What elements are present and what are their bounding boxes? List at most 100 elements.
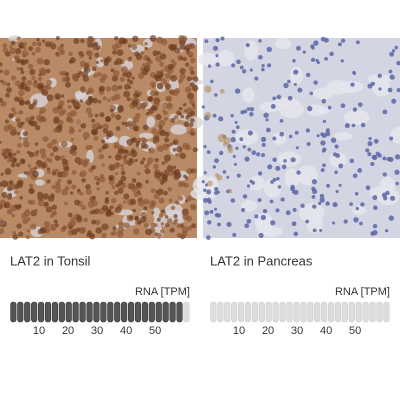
- rna-bar-empty: [376, 301, 383, 323]
- rna-bar-filled: [176, 301, 183, 323]
- stained-cell: [121, 121, 126, 126]
- stained-cell: [142, 124, 149, 131]
- rna-bar-filled: [155, 301, 162, 323]
- stained-cell: [83, 76, 89, 82]
- rna-bar-empty: [321, 301, 328, 323]
- stained-cell: [165, 96, 171, 102]
- stained-cell: [90, 209, 96, 215]
- stained-cell: [4, 168, 12, 176]
- stained-cell: [46, 179, 51, 184]
- stained-cell: [94, 41, 99, 46]
- stained-cell: [0, 204, 4, 210]
- stained-cell: [80, 204, 87, 211]
- nucleus: [231, 63, 236, 68]
- stained-cell: [6, 82, 11, 87]
- stained-cell: [111, 84, 119, 92]
- rna-bar-empty: [307, 301, 314, 323]
- stained-cell: [134, 89, 139, 94]
- stained-cell: [79, 191, 84, 196]
- nucleus: [310, 57, 316, 62]
- rna-bar-filled: [44, 301, 52, 323]
- nucleus: [242, 145, 246, 149]
- nucleus: [246, 218, 252, 224]
- nucleus: [261, 142, 266, 148]
- nucleus: [365, 148, 370, 153]
- nucleus: [334, 170, 338, 175]
- nucleus: [218, 150, 224, 156]
- stained-cell: [27, 63, 34, 70]
- brown-spot: [228, 188, 233, 194]
- stained-cell: [159, 86, 163, 90]
- nucleus: [319, 228, 323, 232]
- stained-cell: [182, 103, 187, 107]
- stained-cell: [154, 75, 162, 82]
- stained-cell: [45, 206, 53, 213]
- stained-cell: [179, 152, 186, 160]
- nucleus: [368, 136, 372, 141]
- stained-cell: [159, 129, 166, 137]
- nucleus: [396, 60, 400, 66]
- stained-cell: [188, 66, 194, 72]
- stained-cell: [160, 209, 166, 214]
- stained-cell: [51, 138, 58, 145]
- stained-cell: [16, 66, 20, 71]
- stained-cell: [103, 57, 109, 63]
- stained-cell: [55, 168, 59, 173]
- nucleus: [394, 45, 399, 50]
- stained-cell: [179, 67, 186, 75]
- x-tick-label: 10: [33, 325, 45, 337]
- nucleus: [267, 164, 273, 170]
- stained-cell: [187, 225, 193, 231]
- light-patch: [165, 203, 183, 218]
- nucleus: [216, 213, 222, 218]
- stained-cell: [64, 81, 71, 88]
- stained-cell: [155, 113, 162, 121]
- rna-bar-empty: [210, 301, 217, 323]
- stained-cell: [39, 148, 46, 155]
- stained-cell: [31, 170, 39, 178]
- stained-cell: [160, 222, 165, 226]
- stained-cell: [159, 61, 165, 67]
- stained-cell: [70, 109, 77, 117]
- stained-cell: [21, 121, 25, 125]
- brown-spot: [217, 133, 227, 143]
- stained-cell: [13, 189, 19, 195]
- stained-cell: [117, 148, 124, 154]
- nucleus: [279, 118, 284, 123]
- stained-cell: [97, 148, 103, 153]
- stained-cell: [38, 67, 46, 75]
- stained-cell: [118, 37, 126, 45]
- nucleus: [338, 183, 342, 187]
- stained-cell: [143, 205, 148, 211]
- stained-cell: [13, 111, 17, 115]
- stained-cell: [118, 188, 123, 194]
- nucleus: [293, 69, 299, 75]
- stained-cell: [117, 106, 124, 113]
- stained-cell: [86, 40, 91, 45]
- stained-cell: [85, 184, 91, 190]
- stained-cell: [127, 120, 133, 126]
- stained-cell: [86, 50, 94, 57]
- stained-cell: [52, 146, 59, 153]
- stained-cell: [146, 57, 151, 62]
- stained-cell: [14, 48, 22, 55]
- stained-cell: [80, 123, 87, 129]
- stained-cell: [114, 190, 119, 195]
- nucleus: [296, 170, 301, 175]
- rna-bar-empty: [272, 301, 279, 323]
- stained-cell: [52, 211, 57, 216]
- stained-cell: [137, 72, 145, 79]
- stained-cell: [69, 57, 76, 64]
- stained-cell: [131, 178, 137, 183]
- nucleus: [283, 159, 287, 163]
- stained-cell: [61, 188, 68, 196]
- stained-cell: [19, 67, 24, 71]
- stained-cell: [20, 70, 25, 75]
- stained-cell: [126, 82, 131, 87]
- stained-cell: [29, 68, 36, 76]
- stained-cell: [80, 87, 86, 93]
- nucleus: [320, 140, 326, 146]
- x-tick-label: 20: [62, 325, 74, 337]
- nucleus: [334, 144, 339, 149]
- stained-cell: [12, 234, 19, 240]
